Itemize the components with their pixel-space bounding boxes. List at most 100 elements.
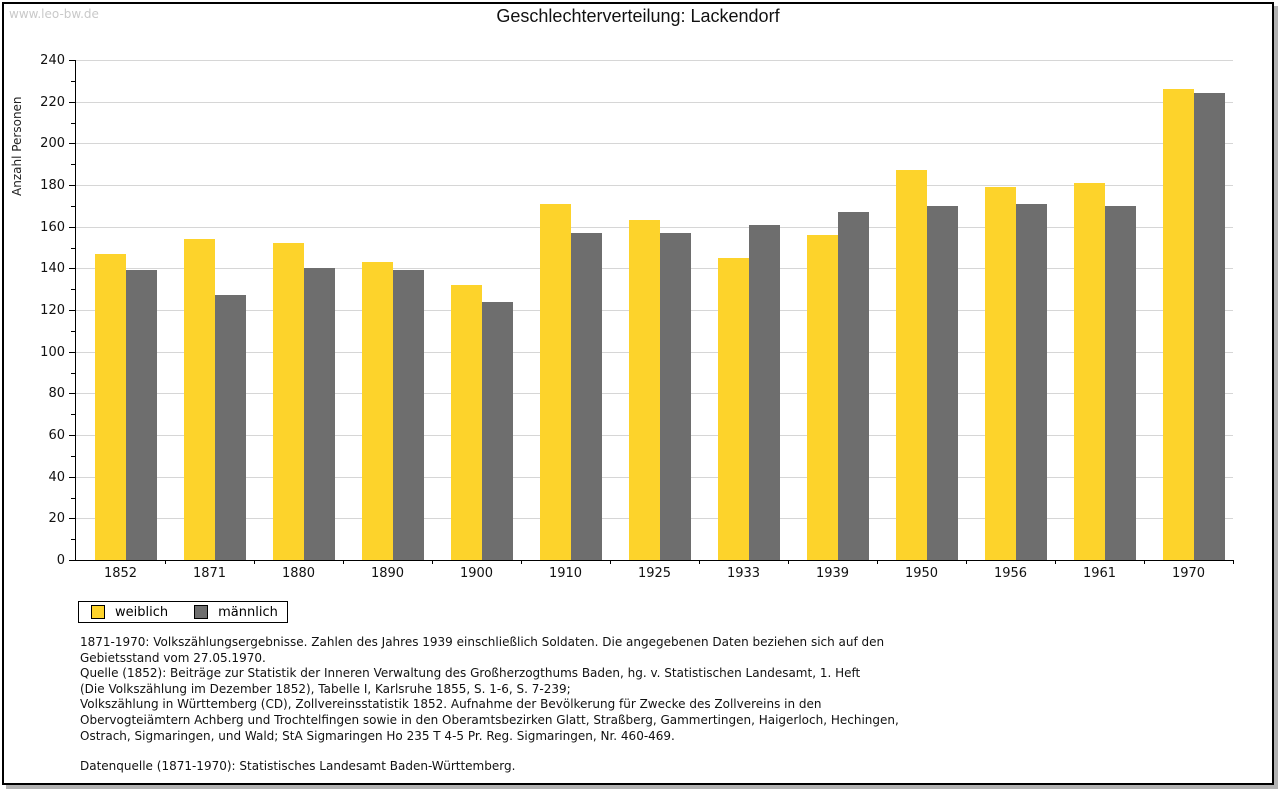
watermark: www.leo-bw.de	[9, 7, 99, 21]
y-axis-minor-tick	[71, 497, 75, 499]
y-axis-minor-tick	[71, 455, 75, 457]
x-axis-tick	[966, 560, 967, 564]
x-axis-tick-label: 1939	[815, 566, 850, 581]
x-axis-tick	[343, 560, 344, 564]
y-axis-tick-label: 120	[40, 303, 65, 318]
y-axis-major-tick	[69, 393, 75, 395]
bar-männlich-1961	[1105, 205, 1136, 560]
footnote-line: 1871-1970: Volkszählungsergebnisse. Zahl…	[80, 635, 885, 649]
bar-weiblich-1970	[1163, 89, 1194, 560]
bar-weiblich-1852	[95, 253, 126, 560]
x-axis-tick	[1144, 560, 1145, 564]
y-axis-minor-tick	[71, 539, 75, 541]
x-axis-tick	[877, 560, 878, 564]
gridline	[76, 185, 1233, 186]
y-axis-tick-label: 180	[40, 178, 65, 193]
x-axis-tick-label: 1950	[904, 566, 939, 581]
x-axis-tick	[788, 560, 789, 564]
bar-männlich-1925	[660, 232, 691, 560]
bar-weiblich-1880	[273, 243, 304, 560]
y-axis-tick-label: 200	[40, 136, 65, 152]
y-axis-minor-tick	[71, 414, 75, 416]
x-axis-tick	[432, 560, 433, 564]
chart-title: Geschlechterverteilung: Lackendorf	[496, 6, 780, 26]
y-axis-minor-tick	[71, 205, 75, 207]
x-axis-tick-label: 1880	[281, 566, 316, 581]
x-axis-tick	[521, 560, 522, 564]
footnote-line: (Die Volkszählung im Dezember 1852), Tab…	[80, 681, 571, 696]
x-axis-tick-label: 1900	[459, 566, 494, 581]
bar-weiblich-1939	[807, 235, 838, 560]
footnote-line: Volkszählung in Württemberg (CD), Zollve…	[80, 697, 822, 712]
y-axis-major-tick	[69, 60, 75, 61]
y-axis-tick-label: 20	[48, 511, 65, 527]
y-axis-major-tick	[69, 143, 75, 145]
y-axis-major-tick	[69, 268, 75, 270]
y-axis-major-tick	[69, 185, 75, 186]
y-axis-tick-label: 0	[56, 553, 65, 568]
y-axis-major-tick	[69, 226, 75, 228]
plot-area: 0 20 40 60 80 100 120 140 160 180 200 220 240 1852 187…	[40, 53, 1234, 581]
y-axis-major-tick	[69, 560, 75, 561]
y-axis-major-tick	[69, 518, 75, 520]
y-axis-major-tick	[69, 351, 75, 353]
y-axis-tick-label: 80	[48, 386, 65, 402]
legend-item-weiblich: weiblich	[91, 605, 168, 620]
footnote-line: Ostrach, Sigmaringen, und Wald; StA Sigm…	[80, 728, 675, 743]
bar-weiblich-1910	[540, 203, 571, 560]
x-axis-tick	[165, 560, 166, 564]
legend-swatch-weiblich	[91, 605, 105, 619]
x-axis-tick	[610, 560, 611, 564]
x-axis-tick-label: 1933	[726, 566, 761, 581]
bar-weiblich-1950	[896, 170, 927, 560]
x-axis-tick-label: 1910	[548, 566, 583, 581]
legend: weiblich männlich	[78, 601, 288, 623]
y-axis-tick-label: 140	[40, 261, 65, 277]
bar-männlich-1890	[393, 270, 424, 560]
x-axis-tick-label: 1871	[192, 566, 227, 581]
y-axis-title: Anzahl Personen	[10, 96, 24, 196]
y-axis-major-tick	[69, 310, 75, 311]
legend-item-männlich: männlich	[194, 605, 278, 620]
bar-weiblich-1871	[184, 239, 215, 560]
y-axis-minor-tick	[71, 330, 75, 332]
bar-weiblich-1890	[362, 262, 393, 560]
x-axis-tick-label: 1970	[1171, 566, 1206, 581]
legend-swatch-männlich	[194, 605, 209, 619]
y-axis-minor-tick	[71, 80, 75, 82]
x-axis-tick	[699, 560, 700, 564]
x-axis-tick	[1233, 560, 1234, 564]
y-axis-tick-label: 240	[40, 53, 65, 68]
bar-männlich-1939	[838, 212, 869, 560]
bar-männlich-1871	[215, 295, 246, 560]
bar-weiblich-1925	[629, 220, 660, 560]
y-axis-minor-tick	[71, 247, 75, 249]
x-axis-tick-label: 1961	[1082, 566, 1117, 581]
y-axis-major-tick	[69, 435, 75, 436]
bar-männlich-1950	[927, 205, 958, 560]
x-axis-tick-label: 1890	[370, 566, 405, 581]
x-axis-tick-label: 1956	[993, 566, 1028, 581]
gridline	[76, 101, 1233, 103]
y-axis-tick-label: 220	[40, 94, 65, 110]
gridline	[76, 60, 1233, 61]
y-axis-tick-label: 60	[48, 428, 65, 443]
x-axis-tick	[1055, 560, 1056, 564]
y-axis-tick-label: 40	[48, 469, 65, 485]
y-axis-minor-tick	[71, 289, 75, 291]
bar-männlich-1970	[1194, 93, 1225, 560]
y-axis-major-tick	[69, 476, 75, 478]
bar-männlich-1910	[571, 232, 602, 560]
bar-männlich-1852	[126, 270, 157, 560]
bar-weiblich-1961	[1074, 182, 1105, 560]
bar-männlich-1956	[1016, 203, 1047, 560]
footnote-line: Quelle (1852): Beiträge zur Statistik de…	[80, 666, 861, 681]
y-axis-minor-tick	[71, 122, 75, 124]
datasource-line: Datenquelle (1871-1970): Statistisches L…	[80, 759, 516, 774]
bar-männlich-1900	[482, 301, 513, 560]
x-axis-tick-label: 1852	[103, 566, 138, 581]
gridline	[76, 143, 1233, 145]
bar-männlich-1880	[304, 268, 335, 560]
